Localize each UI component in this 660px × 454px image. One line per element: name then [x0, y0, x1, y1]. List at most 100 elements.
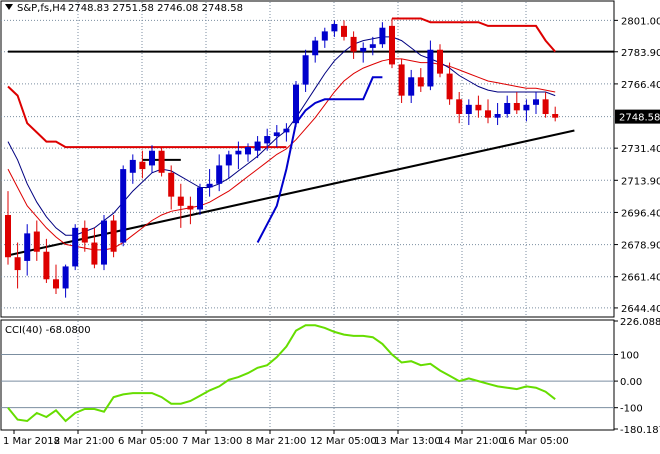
candle-body: [360, 47, 367, 52]
candle-body: [283, 128, 290, 133]
price-panel[interactable]: [0, 0, 615, 318]
candle-body: [120, 169, 127, 243]
candle-body: [389, 25, 395, 65]
candle-body: [552, 114, 559, 118]
price-tick-label: 2678.90: [621, 241, 660, 252]
last-price-label: 2748.58: [619, 113, 660, 124]
candle-body: [225, 154, 232, 166]
candle-body: [456, 99, 463, 115]
cci-panel[interactable]: [0, 319, 615, 431]
symbol-label: S&P,fs,H4: [17, 3, 66, 14]
cci-line: [7, 324, 556, 423]
candle-body: [5, 215, 11, 258]
candle-body: [168, 172, 175, 197]
price-tick-label: 2661.40: [621, 273, 660, 284]
candle-body: [129, 159, 136, 173]
candle-body: [24, 233, 31, 261]
price-tick-label: 2766.40: [621, 80, 660, 91]
candle-body: [369, 44, 376, 48]
price-tick-label: 2783.90: [621, 48, 660, 59]
candle-body: [72, 227, 79, 267]
candle-body: [245, 147, 251, 155]
triangle-down-icon[interactable]: [5, 4, 13, 10]
candle-body: [331, 24, 338, 32]
candle-body: [264, 136, 271, 144]
candle-body: [523, 104, 530, 111]
candle-body: [110, 220, 117, 252]
stop-line: [7, 85, 287, 149]
candle-body: [350, 36, 357, 52]
candle-body: [475, 104, 482, 111]
candle-body: [187, 205, 194, 210]
candle-body: [216, 165, 223, 184]
candle-body: [341, 25, 347, 37]
time-tick-label: 2 Mar 21:00: [54, 436, 114, 447]
slow_ma-line: [7, 58, 556, 251]
candle-body: [302, 55, 309, 85]
last-price-tag: [615, 109, 660, 124]
time-tick-label: 1 Mar 2018: [3, 436, 60, 447]
candle-body: [379, 27, 386, 45]
candle-body: [139, 161, 146, 170]
candle-body: [321, 31, 328, 41]
candle-body: [542, 99, 549, 115]
candle-body: [533, 99, 539, 105]
cci-tick-label: 0.00: [620, 377, 642, 388]
candle-body: [485, 110, 491, 118]
time-tick-label: 12 Mar 05:00: [310, 436, 377, 447]
candle-body: [14, 257, 21, 271]
candle-body: [254, 141, 261, 151]
cci-tick-label: -180.1879: [620, 425, 660, 436]
candle-body: [62, 266, 69, 289]
candle-body: [293, 84, 299, 124]
candle-body: [206, 183, 213, 188]
candle-body: [149, 150, 155, 166]
stop-line: [392, 17, 556, 53]
candle-body: [513, 102, 520, 111]
candle-body: [177, 196, 184, 206]
cci-tick-label: 100: [620, 351, 639, 362]
candle-body: [53, 279, 59, 289]
candle-body: [408, 77, 415, 96]
price-axis: 2801.00 2783.90 2766.40 2748.58 2731.40 2713.…: [614, 16, 660, 315]
time-tick-label: 16 Mar 05:00: [502, 436, 569, 447]
price-tick-label: 2644.40: [621, 304, 660, 315]
candle-body: [33, 231, 40, 252]
price-tick-label: 2731.40: [621, 144, 660, 155]
candle-body: [427, 49, 434, 87]
candle-body: [417, 77, 424, 87]
stop_support-line: [256, 76, 383, 243]
time-tick-label: 14 Mar 21:00: [438, 436, 505, 447]
candle-body: [197, 187, 203, 210]
candle-body: [504, 102, 511, 115]
time-tick-label: 13 Mar 13:00: [374, 436, 441, 447]
candle-body: [494, 114, 501, 118]
price-tick-label: 2713.90: [621, 176, 660, 187]
candle-body: [81, 227, 88, 243]
fast_ma-line: [7, 36, 556, 236]
price-grid: [1, 2, 614, 316]
price-plot: [5, 17, 614, 298]
cci-title: CCI(40) -68.0800: [5, 325, 91, 336]
candle-body: [101, 220, 107, 265]
candle-body: [437, 49, 443, 74]
cci-plot: [7, 324, 556, 423]
candle-body: [446, 73, 453, 100]
candle-body: [158, 150, 165, 173]
candle-body: [312, 40, 319, 56]
candle-body: [465, 104, 472, 115]
cci-tick-label: -100: [620, 404, 643, 415]
time-tick-label: 6 Mar 05:00: [118, 436, 178, 447]
candle-body: [235, 150, 242, 155]
time-tick-label: 7 Mar 13:00: [182, 436, 242, 447]
candle-body: [91, 242, 98, 265]
candle-body: [43, 251, 50, 280]
time-tick-label: 8 Mar 21:00: [246, 436, 306, 447]
candle-body: [398, 64, 405, 96]
candle-body: [273, 132, 280, 137]
